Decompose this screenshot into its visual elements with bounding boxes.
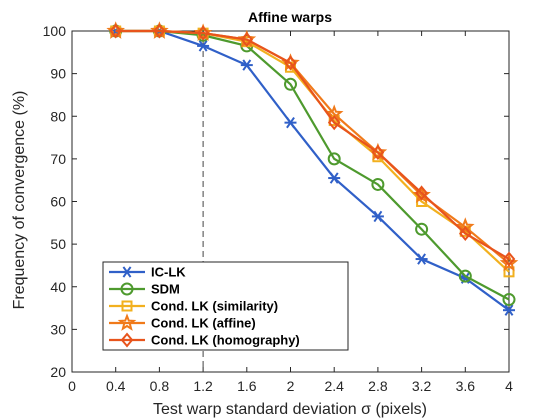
x-tick-label: 0 bbox=[68, 378, 76, 394]
data-point-cond-lk-homography bbox=[109, 23, 123, 39]
series-line-sdm bbox=[115, 29, 510, 301]
legend-label-sdm: SDM bbox=[151, 282, 180, 297]
y-tick-label: 40 bbox=[50, 279, 66, 295]
x-tick-label: 3.6 bbox=[456, 378, 476, 394]
legend-marker-ic-lk bbox=[121, 266, 133, 278]
data-point-cond-lk-homography bbox=[502, 251, 516, 267]
legend-marker-cond-lk-affine bbox=[117, 313, 137, 331]
x-tick-label: 2.8 bbox=[368, 378, 388, 394]
data-point-sdm bbox=[458, 269, 472, 283]
data-point-ic-lk bbox=[328, 172, 341, 184]
data-point-cond-lk-homography bbox=[371, 144, 385, 161]
data-point-cond-lk-homography bbox=[196, 25, 210, 41]
data-point-cond-lk-affine bbox=[193, 23, 213, 42]
data-point-sdm bbox=[371, 177, 385, 191]
chart-title: Affine warps bbox=[248, 9, 332, 25]
data-point-cond-lk-homography bbox=[240, 31, 254, 48]
data-point-cond-lk-homography bbox=[327, 115, 341, 131]
series-line-cond-lk-homography bbox=[115, 29, 510, 260]
data-point-sdm bbox=[327, 152, 341, 166]
data-point-ic-lk bbox=[240, 59, 253, 71]
y-tick-label: 20 bbox=[50, 364, 66, 380]
data-point-cond-lk-homography bbox=[284, 55, 297, 71]
data-point-sdm bbox=[284, 77, 297, 91]
y-tick-label: 60 bbox=[50, 194, 66, 210]
y-tick-label: 50 bbox=[50, 236, 66, 252]
data-point-cond-lk-homography bbox=[458, 225, 472, 242]
legend: IC-LK SDM Cond. LK (similarity) Cond. LK (a… bbox=[102, 261, 349, 351]
y-tick-label: 100 bbox=[43, 23, 67, 39]
legend-marker-sdm bbox=[120, 282, 134, 296]
x-axis-label: Test warp standard deviation σ (pixels) bbox=[153, 401, 427, 418]
y-tick-label: 70 bbox=[50, 151, 66, 167]
data-point-cond-lk-affine bbox=[150, 21, 169, 39]
data-point-cond-lk-homography bbox=[153, 23, 166, 39]
data-point-cond-lk-affine bbox=[455, 217, 475, 235]
y-axis-label: Frequency of convergence (%) bbox=[11, 91, 28, 310]
x-tick-label: 3.2 bbox=[412, 378, 432, 394]
legend-label-cond-lk-similarity: Cond. LK (similarity) bbox=[151, 299, 278, 314]
x-tick-label: 2.4 bbox=[324, 378, 344, 394]
legend-label-cond-lk-affine: Cond. LK (affine) bbox=[151, 316, 256, 331]
data-point-cond-lk-homography bbox=[415, 185, 428, 201]
x-tick-label: 2 bbox=[287, 378, 295, 394]
legend-marker-cond-lk-similarity bbox=[121, 300, 133, 312]
y-tick-label: 80 bbox=[50, 108, 66, 124]
x-tick-label: 1.6 bbox=[237, 378, 257, 394]
x-tick-label: 0.8 bbox=[150, 378, 170, 394]
legend-label-cond-lk-homography: Cond. LK (homography) bbox=[151, 333, 300, 348]
series-line-ic-lk bbox=[115, 29, 510, 312]
data-point-sdm bbox=[415, 222, 429, 236]
legend-label-ic-lk: IC-LK bbox=[151, 265, 186, 280]
y-tick-label: 30 bbox=[50, 321, 66, 337]
y-tick-label: 90 bbox=[50, 66, 66, 82]
x-tick-label: 4 bbox=[505, 378, 513, 394]
data-point-ic-lk bbox=[415, 253, 428, 265]
data-point-cond-lk-affine bbox=[106, 21, 126, 39]
data-point-ic-lk bbox=[371, 210, 384, 223]
data-point-cond-lk-affine bbox=[237, 29, 257, 48]
plot-area: 0 0.4 0.8 1.2 1.6 2 2.4 2.8 3.2 3.6 4 20 30 40 50 60 70 8… bbox=[43, 21, 519, 394]
series-line-cond-lk-affine bbox=[115, 29, 510, 265]
data-point-sdm bbox=[502, 293, 516, 307]
data-point-ic-lk bbox=[284, 116, 297, 129]
data-point-ic-lk bbox=[503, 304, 515, 316]
legend-marker-cond-lk-homography bbox=[120, 332, 134, 348]
x-tick-label: 1.2 bbox=[193, 378, 213, 394]
x-tick-label: 0.4 bbox=[106, 378, 126, 394]
data-point-ic-lk bbox=[197, 40, 210, 52]
